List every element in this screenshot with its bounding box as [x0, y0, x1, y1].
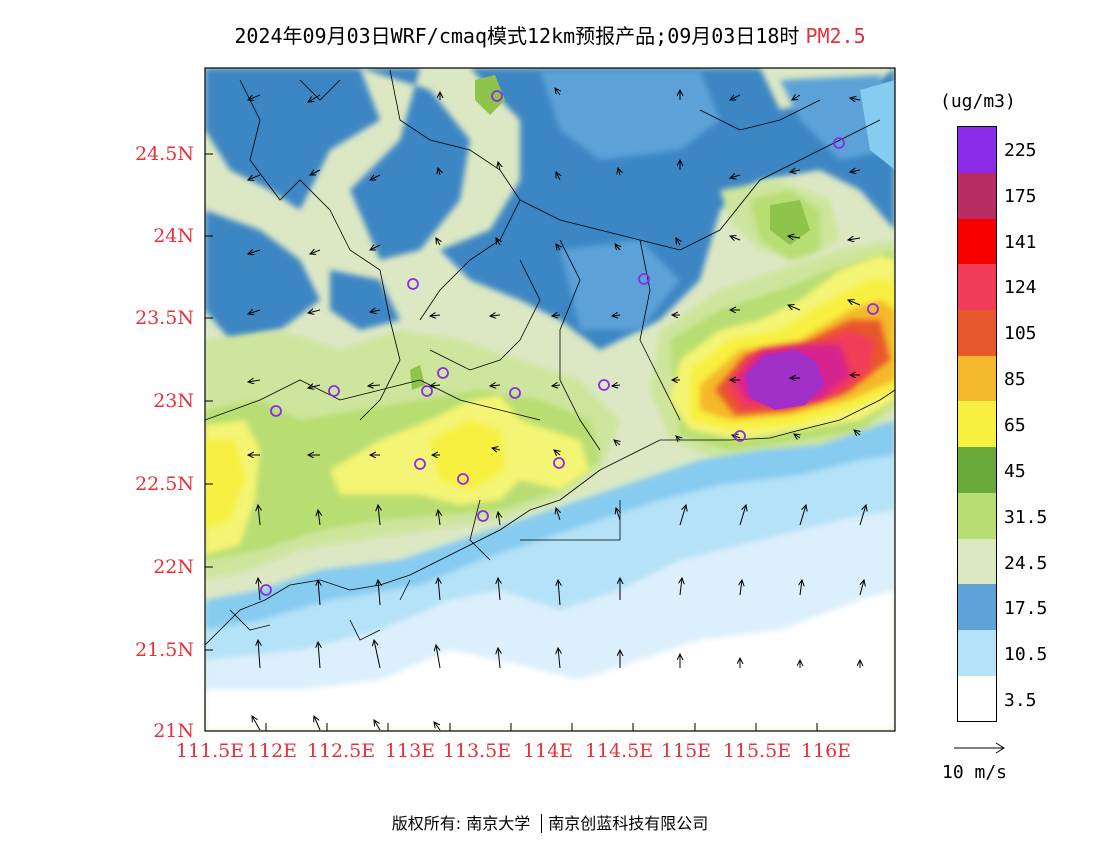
colorbar-label: 105	[1004, 323, 1037, 344]
tick-marks	[205, 153, 818, 731]
colorbar-label: 124	[1004, 277, 1037, 298]
lat-label-24n: 24N	[153, 225, 194, 247]
copyright-org1: 南京大学	[466, 814, 531, 833]
station-markers	[260, 90, 879, 596]
colorbar-label: 31.5	[1004, 507, 1048, 528]
colorbar-step	[958, 264, 996, 311]
lon-label-112-5e: 112.5E	[306, 740, 376, 762]
colorbar-step	[958, 309, 996, 356]
lon-label-111-5e: 111.5E	[175, 740, 245, 762]
colorbar-label: 85	[1004, 369, 1026, 390]
lat-label-22n: 22N	[153, 556, 194, 578]
colorbar-step	[958, 446, 996, 493]
colorbar-step	[958, 172, 996, 219]
lon-label-113-5e: 113.5E	[442, 740, 512, 762]
colorbar-unit: (ug/m3)	[940, 91, 1016, 112]
colorbar-label: 141	[1004, 232, 1037, 253]
copyright-org2: 南京创蓝科技有限公司	[548, 814, 709, 833]
colorbar-label: 45	[1004, 461, 1026, 482]
lon-label-114e: 114E	[522, 740, 574, 762]
lon-label-115e: 115E	[660, 740, 712, 762]
map-frame	[204, 67, 896, 732]
lat-label-21-5n: 21.5N	[135, 639, 194, 661]
title-variable: PM2.5	[805, 24, 866, 48]
lon-label-113e: 113E	[384, 740, 436, 762]
colorbar-label: 10.5	[1004, 644, 1048, 665]
colorbar-label: 17.5	[1004, 598, 1048, 619]
colorbar-label: 24.5	[1004, 553, 1048, 574]
colorbar-step	[958, 675, 996, 722]
colorbar	[957, 126, 997, 722]
concentration-field	[205, 68, 895, 731]
colorbar-label: 225	[1004, 140, 1037, 161]
wind-reference-arrow	[954, 742, 1005, 754]
lat-label-22-5n: 22.5N	[135, 473, 194, 495]
colorbar-step	[958, 538, 996, 585]
lon-label-112e: 112E	[246, 740, 298, 762]
boundary-lines	[205, 69, 895, 646]
colorbar-step	[958, 401, 996, 448]
copyright-prefix: 版权所有:	[391, 814, 462, 833]
colorbar-step	[958, 218, 996, 265]
colorbar-label: 175	[1004, 186, 1037, 207]
lat-label-23-5n: 23.5N	[135, 307, 194, 329]
lat-label-21n: 21N	[153, 720, 194, 742]
colorbar-step	[958, 127, 996, 173]
wind-reference-label: 10 m/s	[942, 762, 1008, 783]
colorbar-step	[958, 629, 996, 676]
colorbar-step	[958, 355, 996, 402]
copyright-separator	[541, 814, 543, 833]
colorbar-step	[958, 583, 996, 630]
lon-label-115-5e: 115.5E	[722, 740, 792, 762]
copyright-notice: 版权所有: 南京大学 南京创蓝科技有限公司	[0, 810, 1100, 834]
colorbar-step	[958, 492, 996, 539]
lat-label-23n: 23N	[153, 390, 194, 412]
lon-label-114-5e: 114.5E	[584, 740, 654, 762]
colorbar-label: 65	[1004, 415, 1026, 436]
lon-label-116e: 116E	[800, 740, 852, 762]
map-title: 2024年09月03日WRF/cmaq模式12km预报产品;09月03日18时 P…	[0, 20, 1100, 49]
wind-vectors	[248, 88, 866, 731]
colorbar-label: 3.5	[1004, 690, 1037, 711]
title-text: 2024年09月03日WRF/cmaq模式12km预报产品;09月03日18时	[234, 24, 800, 48]
lat-label-24-5n: 24.5N	[135, 143, 194, 165]
